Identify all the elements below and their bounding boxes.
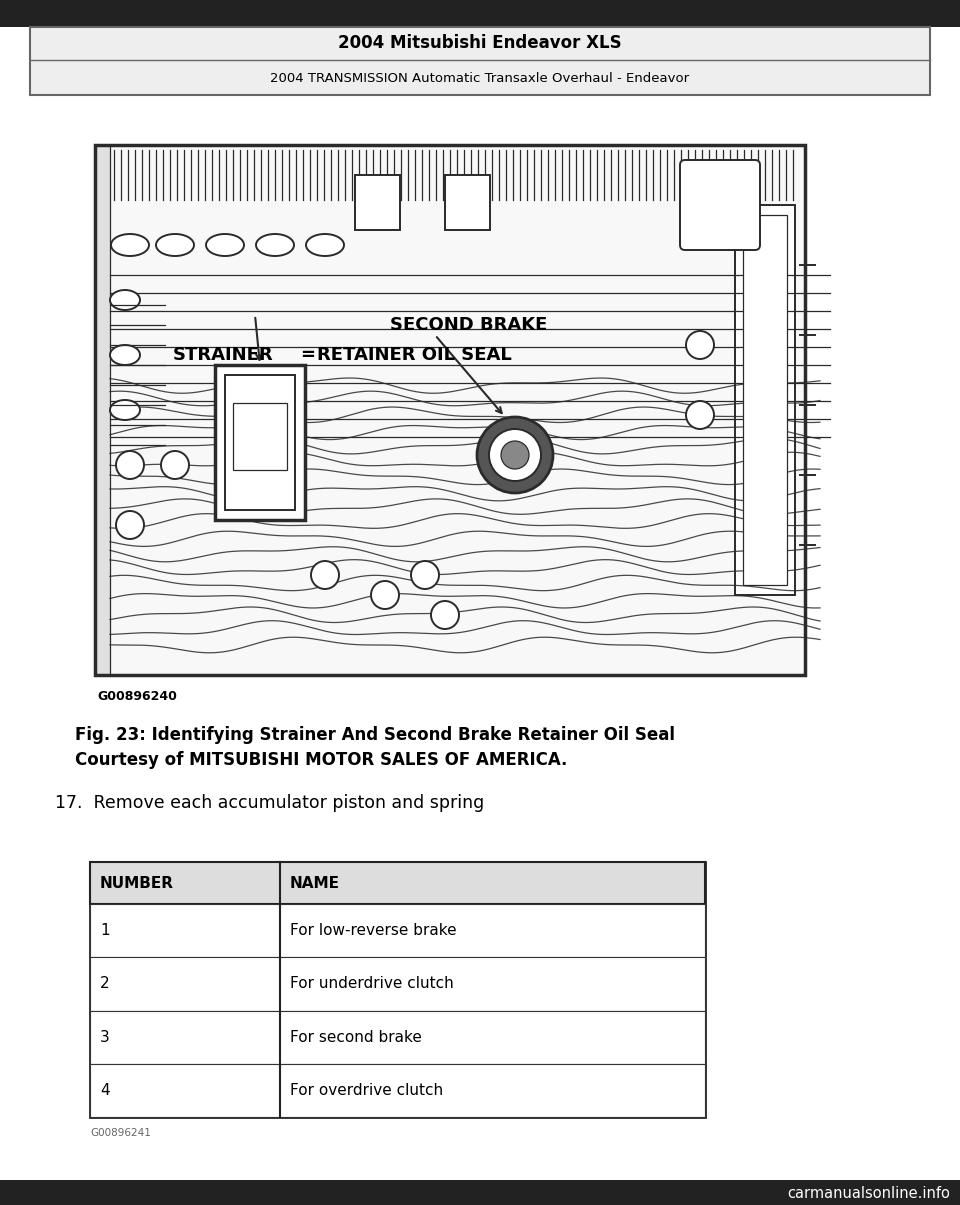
- Text: G00896241: G00896241: [90, 1128, 151, 1138]
- Bar: [90, 957, 705, 1011]
- Text: Fig. 23: Identifying Strainer And Second Brake Retainer Oil Seal: Fig. 23: Identifying Strainer And Second…: [75, 725, 675, 743]
- Ellipse shape: [111, 234, 149, 255]
- Circle shape: [411, 562, 439, 589]
- Bar: [90, 862, 705, 904]
- Text: 17.  Remove each accumulator piston and spring: 17. Remove each accumulator piston and s…: [55, 794, 484, 812]
- Circle shape: [686, 331, 714, 359]
- Ellipse shape: [256, 234, 294, 255]
- Text: STRAINER: STRAINER: [173, 346, 274, 364]
- Text: =: =: [300, 346, 315, 364]
- Ellipse shape: [156, 234, 194, 255]
- Bar: [95, 145, 110, 675]
- Text: 4: 4: [100, 1083, 109, 1098]
- Bar: [735, 205, 795, 595]
- Circle shape: [501, 441, 529, 469]
- Text: For underdrive clutch: For underdrive clutch: [290, 976, 454, 992]
- Bar: [90, 1011, 705, 1064]
- Text: G00896240: G00896240: [97, 690, 177, 704]
- Text: 3: 3: [100, 1029, 109, 1045]
- Bar: [743, 214, 787, 584]
- Ellipse shape: [206, 234, 244, 255]
- Bar: [90, 862, 705, 1117]
- Text: carmanualsonline.info: carmanualsonline.info: [787, 1186, 950, 1200]
- Ellipse shape: [110, 345, 140, 365]
- Bar: [90, 904, 705, 957]
- Ellipse shape: [110, 290, 140, 310]
- Bar: [0, 1180, 960, 1205]
- Circle shape: [161, 451, 189, 480]
- Bar: [0, 0, 960, 27]
- Text: 2004 TRANSMISSION Automatic Transaxle Overhaul - Endeavor: 2004 TRANSMISSION Automatic Transaxle Ov…: [271, 72, 689, 86]
- Text: 1: 1: [100, 923, 109, 939]
- Circle shape: [489, 429, 541, 481]
- Bar: [30, 27, 930, 95]
- Circle shape: [431, 601, 459, 629]
- Text: Courtesy of MITSUBISHI MOTOR SALES OF AMERICA.: Courtesy of MITSUBISHI MOTOR SALES OF AM…: [75, 751, 567, 769]
- Text: For overdrive clutch: For overdrive clutch: [290, 1083, 444, 1098]
- Bar: [355, 175, 400, 230]
- Circle shape: [311, 562, 339, 589]
- Text: 2004 Mitsubishi Endeavor XLS: 2004 Mitsubishi Endeavor XLS: [338, 34, 622, 52]
- Text: RETAINER OIL SEAL: RETAINER OIL SEAL: [317, 346, 512, 364]
- Text: 2: 2: [100, 976, 109, 992]
- Circle shape: [686, 401, 714, 429]
- Circle shape: [116, 451, 144, 480]
- Bar: [95, 145, 805, 675]
- Bar: [233, 402, 287, 470]
- Bar: [90, 1064, 705, 1117]
- Bar: [215, 365, 305, 521]
- Bar: [225, 375, 295, 510]
- Text: SECOND BRAKE: SECOND BRAKE: [390, 316, 547, 334]
- Bar: [95, 145, 805, 675]
- Circle shape: [477, 417, 553, 493]
- Text: For second brake: For second brake: [290, 1029, 421, 1045]
- Circle shape: [371, 581, 399, 609]
- FancyBboxPatch shape: [680, 160, 760, 249]
- Bar: [445, 175, 490, 230]
- Text: NUMBER: NUMBER: [100, 876, 174, 890]
- Ellipse shape: [110, 400, 140, 421]
- Circle shape: [116, 511, 144, 539]
- Ellipse shape: [306, 234, 344, 255]
- Text: For low-reverse brake: For low-reverse brake: [290, 923, 457, 939]
- Text: NAME: NAME: [290, 876, 340, 890]
